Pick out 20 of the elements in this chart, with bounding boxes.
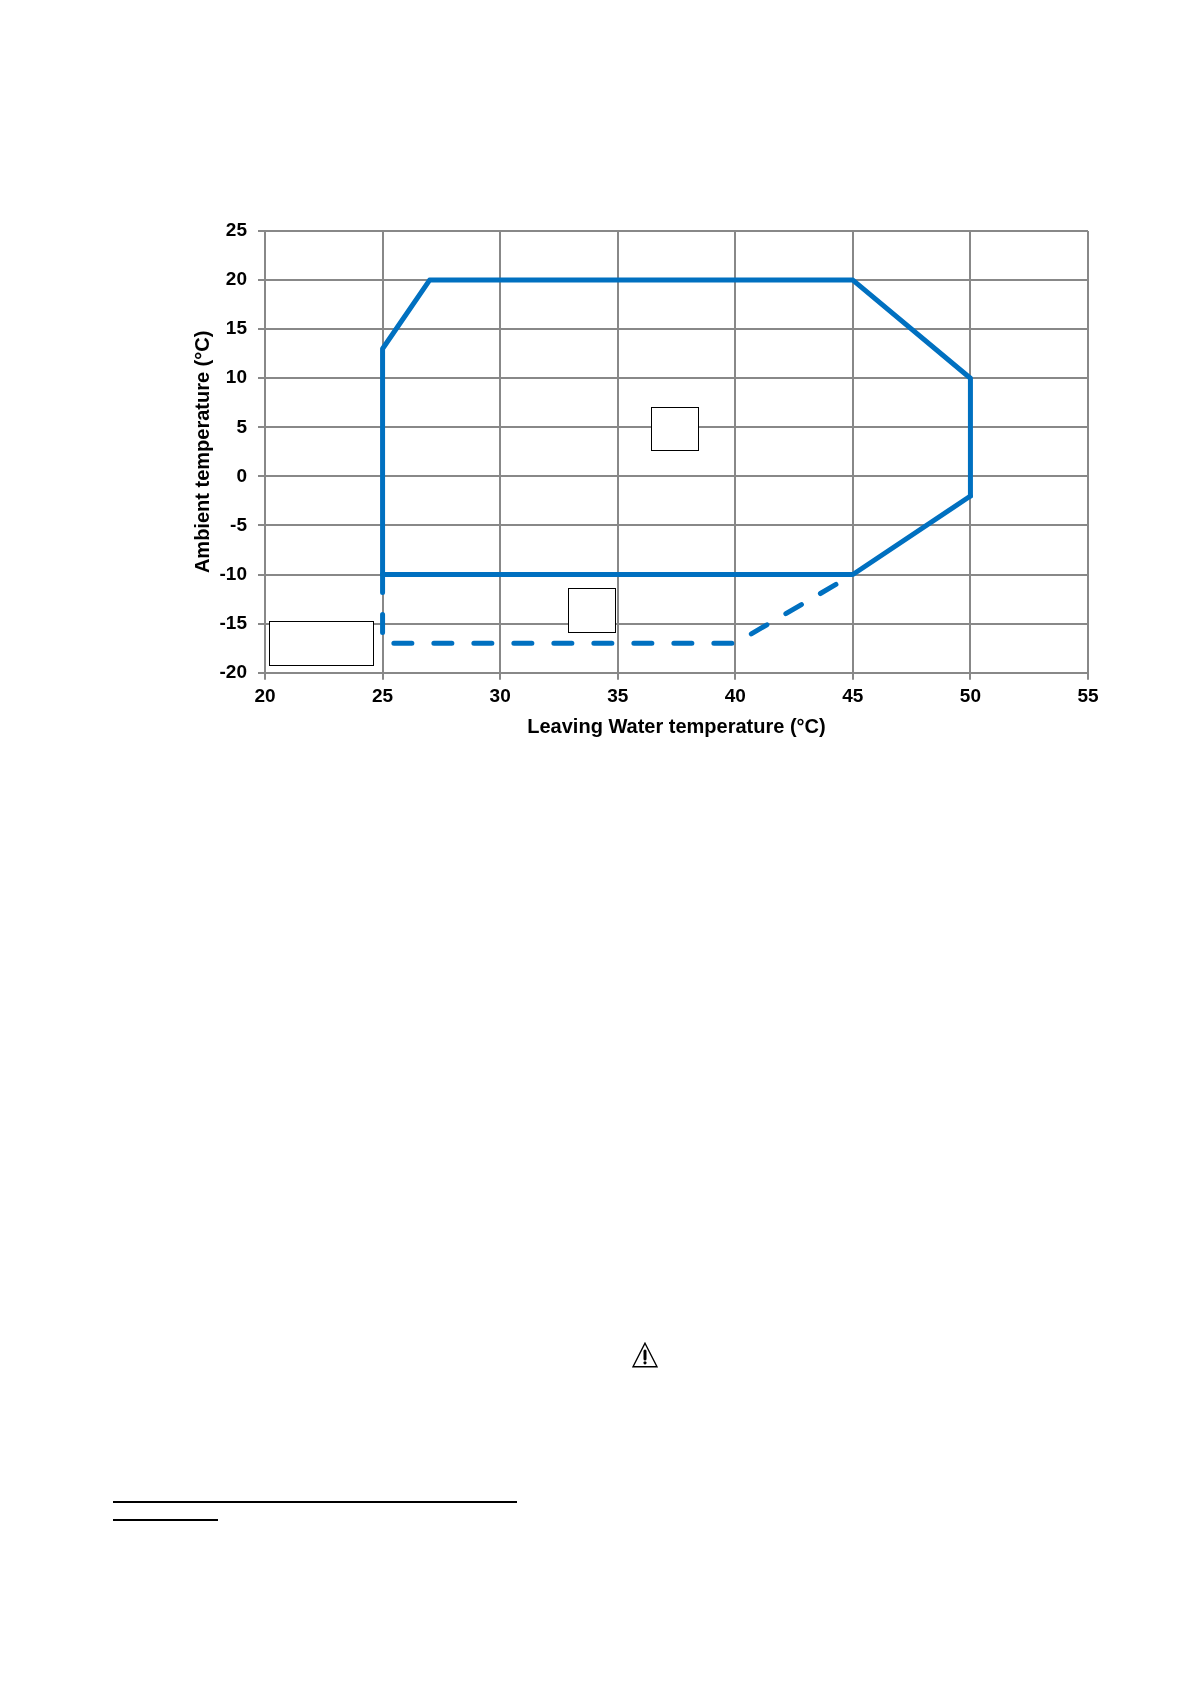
y-tick-label: -10 xyxy=(219,562,247,584)
y-tick-label: 20 xyxy=(225,268,247,290)
x-axis-title: Leaving Water temperature (°C) xyxy=(527,714,826,737)
x-tick-label: 40 xyxy=(724,685,746,707)
x-tick-label: 25 xyxy=(372,685,394,707)
x-tick-label: 45 xyxy=(842,685,864,707)
y-tick-label: 5 xyxy=(236,415,248,437)
y-axis-title: Ambient temperature (°C) xyxy=(190,330,213,574)
y-tick-label: 25 xyxy=(225,219,248,241)
y-tick-label: 0 xyxy=(236,464,247,486)
y-tick-label: 15 xyxy=(225,317,248,339)
x-tick-label: 55 xyxy=(1077,685,1099,707)
y-tick-label: -20 xyxy=(219,660,247,682)
y-tick-label: 10 xyxy=(225,366,247,388)
y-tick-label: -5 xyxy=(230,513,248,535)
x-tick-label: 30 xyxy=(489,685,511,707)
x-tick-label: 35 xyxy=(607,685,629,707)
x-tick-label: 50 xyxy=(959,685,981,707)
x-tick-label: 20 xyxy=(254,685,276,707)
y-tick-label: -15 xyxy=(219,611,248,633)
